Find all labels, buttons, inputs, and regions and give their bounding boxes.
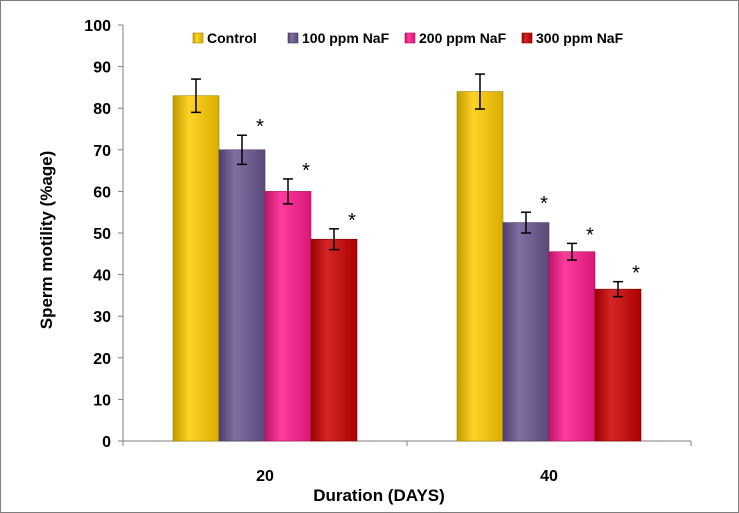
legend-label: 300 ppm NaF (536, 30, 624, 46)
x-axis-title: Duration (DAYS) (313, 486, 445, 505)
bar (456, 91, 504, 442)
y-tick-label: 90 (93, 60, 111, 77)
x-tick-label: 20 (256, 468, 274, 485)
bar (502, 222, 550, 442)
y-tick-label: 100 (84, 18, 111, 35)
legend-swatch (192, 32, 204, 44)
bar (594, 288, 642, 442)
labels: 0 10 20 30 40 50 60 70 80 90 100 20 40 * * * * * * (84, 18, 640, 485)
y-tick-label: 50 (93, 226, 111, 243)
significance-marker: * (586, 224, 594, 246)
y-axis-title: Sperm motility (%age) (37, 151, 56, 330)
x-tick-label: 40 (540, 468, 558, 485)
bar (172, 95, 220, 442)
significance-marker: * (302, 160, 310, 182)
bar (548, 251, 596, 442)
y-tick-label: 40 (93, 268, 111, 285)
bars (172, 73, 642, 442)
y-tick-label: 0 (102, 434, 111, 451)
y-tick-label: 30 (93, 309, 111, 326)
legend: Control 100 ppm NaF 200 ppm NaF 300 ppm NaF (192, 30, 624, 46)
significance-marker: * (632, 263, 640, 285)
legend-label: 200 ppm NaF (419, 30, 507, 46)
y-tick-label: 60 (93, 184, 111, 201)
y-tick-label: 10 (93, 392, 111, 409)
y-tick-label: 80 (93, 101, 111, 118)
y-tick-label: 70 (93, 143, 111, 160)
legend-label: 100 ppm NaF (302, 30, 390, 46)
bar (264, 191, 312, 442)
legend-label: Control (207, 30, 257, 46)
significance-marker: * (540, 193, 548, 215)
legend-swatch (287, 32, 299, 44)
bar (310, 238, 358, 442)
bar (218, 149, 266, 442)
significance-marker: * (348, 210, 356, 232)
legend-swatch (404, 32, 416, 44)
legend-swatch (521, 32, 533, 44)
significance-marker: * (256, 116, 264, 138)
y-tick-label: 20 (93, 351, 111, 368)
